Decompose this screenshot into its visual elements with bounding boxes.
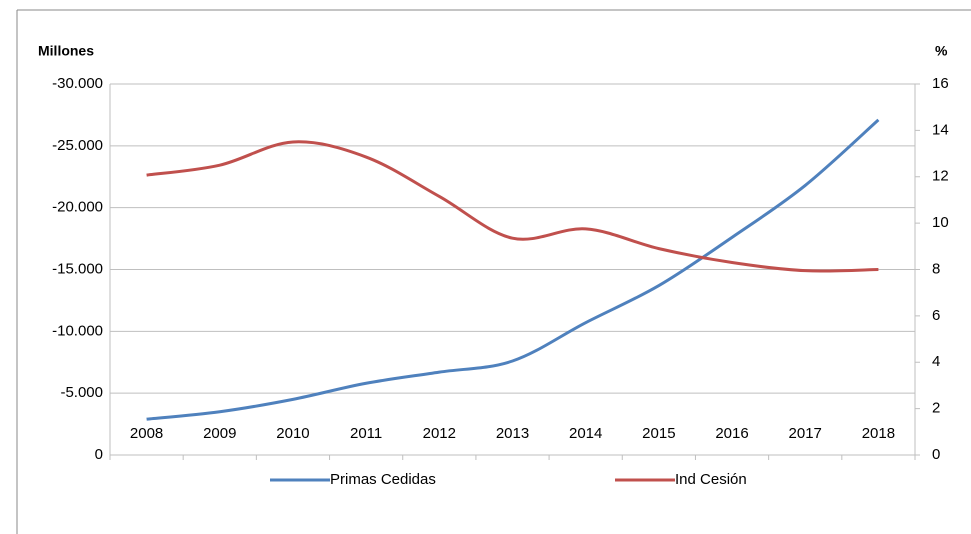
y-tick-label: -20.000 [52,199,103,216]
y2-tick-label: 4 [932,353,940,370]
x-tick-label: 2010 [276,425,309,442]
x-tick-label: 2013 [496,425,529,442]
x-tick-label: 2016 [715,425,748,442]
y2-tick-label: 14 [932,121,949,138]
series-line [146,118,880,421]
y-tick-label: -30.000 [52,75,103,92]
y2-tick-label: 2 [932,400,940,417]
y2-tick-label: 10 [932,214,949,231]
y2-tick-label: 16 [932,75,949,92]
x-tick-label: 2017 [789,425,822,442]
x-tick-label: 2014 [569,425,602,442]
y2-tick-label: 0 [932,446,940,463]
series-line [146,140,879,273]
y2-tick-label: 8 [932,260,940,277]
x-tick-label: 2012 [423,425,456,442]
y-tick-label: 0 [95,446,103,463]
y-tick-label: -5.000 [60,384,103,401]
y-tick-label: -15.000 [52,260,103,277]
y-axis-title: Millones [38,43,94,59]
y2-axis-title: % [935,43,948,59]
y-tick-label: -25.000 [52,137,103,154]
x-tick-label: 2011 [350,425,382,442]
y2-tick-label: 12 [932,168,949,185]
x-tick-label: 2009 [203,425,236,442]
x-tick-label: 2015 [642,425,675,442]
x-tick-label: 2008 [130,425,163,442]
y2-tick-label: 6 [932,307,940,324]
legend-label: Ind Cesión [675,471,747,488]
y-tick-label: -10.000 [52,322,103,339]
legend-label: Primas Cedidas [330,471,436,488]
x-tick-label: 2018 [862,425,895,442]
